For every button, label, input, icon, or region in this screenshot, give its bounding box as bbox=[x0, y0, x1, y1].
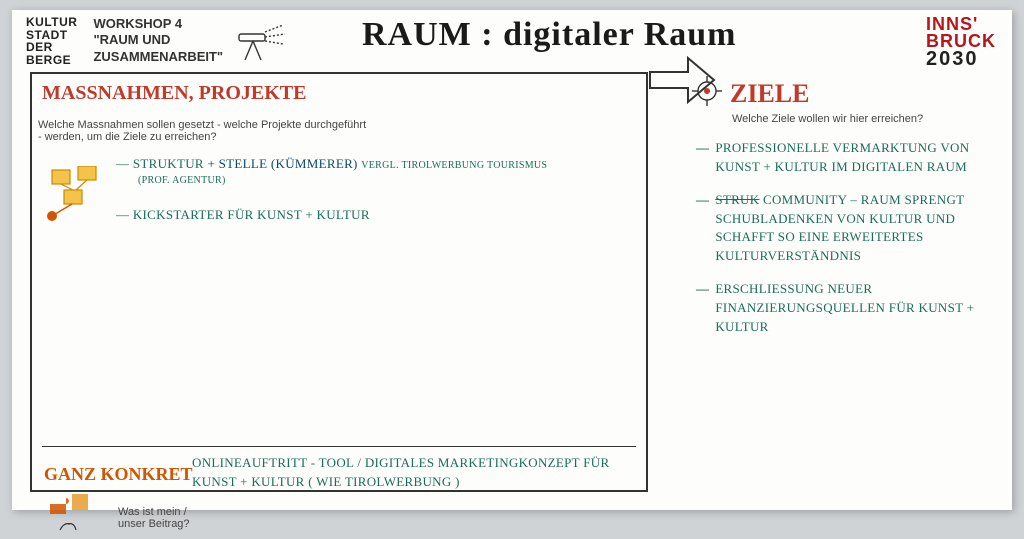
massnahmen-subtitle: Welche Massnahmen sollen gesetzt - welch… bbox=[38, 119, 368, 143]
target-icon bbox=[692, 76, 722, 111]
workshop-label: WORKSHOP 4 "RAUM UND ZUSAMMENARBEIT" bbox=[93, 16, 223, 65]
measure-line-2: — KICKSTARTER FÜR KUNST + KULTUR bbox=[116, 206, 636, 225]
massnahmen-box: MASSNAHMEN, PROJEKTE Welche Massnahmen s… bbox=[30, 72, 648, 492]
section-divider bbox=[42, 446, 636, 447]
measure-1b: + STELLE (KÜMMERER) bbox=[207, 156, 357, 171]
ziele-item: — STRUK COMMUNITY – RAUM SPRENGT SCHUBLA… bbox=[696, 191, 996, 266]
ziele-box: ZIELE Welche Ziele wollen wir hier errei… bbox=[692, 72, 996, 492]
ziele-subtitle: Welche Ziele wollen wir hier erreichen? bbox=[732, 113, 996, 125]
measure-1-sub: (PROF. AGENTUR) bbox=[138, 174, 636, 189]
ziele-item-text: STRUK COMMUNITY – RAUM SPRENGT SCHUBLADE… bbox=[715, 191, 996, 266]
struck-word: STRUK bbox=[715, 192, 759, 207]
ziele-item: — PROFESSIONELLE VERMARKTUNG VON KUNST +… bbox=[696, 139, 996, 177]
puzzle-icon bbox=[46, 474, 112, 539]
ziele-item-text: PROFESSIONELLE VERMARKTUNG VON KUNST + K… bbox=[715, 139, 996, 177]
ziele-item: — ERSCHLIESSUNG NEUER FINANZIERUNGSQUELL… bbox=[696, 280, 996, 337]
konkret-text: ONLINEAUFTRITT - TOOL / DIGITALES MARKET… bbox=[192, 454, 634, 492]
massnahmen-title: MASSNAHMEN, PROJEKTE bbox=[42, 82, 306, 105]
sticky-notes-icon bbox=[46, 166, 112, 237]
measure-line-1: — STRUKTUR + STELLE (KÜMMERER) VERGL. TI… bbox=[116, 155, 636, 174]
ziele-title: ZIELE bbox=[730, 79, 810, 109]
logo-innsbruck2030: INNS' BRUCK 2030 bbox=[926, 16, 996, 69]
worksheet: KULTUR STADT DER BERGE WORKSHOP 4 "RAUM … bbox=[12, 10, 1012, 510]
dash-icon: — bbox=[696, 139, 709, 177]
measure-1a: — STRUKTUR bbox=[116, 156, 204, 171]
logo-kulturstadt: KULTUR STADT DER BERGE bbox=[26, 16, 77, 66]
telescope-icon bbox=[233, 20, 293, 69]
ziele-item-text: ERSCHLIESSUNG NEUER FINANZIERUNGSQUELLEN… bbox=[715, 280, 996, 337]
measure-1c: VERGL. TIROLWERBUNG TOURISMUS bbox=[361, 160, 547, 171]
dash-icon: — bbox=[696, 280, 709, 337]
konkret-subtitle: Was ist mein / unser Beitrag? bbox=[118, 506, 190, 530]
ziele-list: — PROFESSIONELLE VERMARKTUNG VON KUNST +… bbox=[692, 139, 996, 337]
logo-line3: 2030 bbox=[926, 50, 996, 69]
dash-icon: — bbox=[696, 191, 709, 266]
